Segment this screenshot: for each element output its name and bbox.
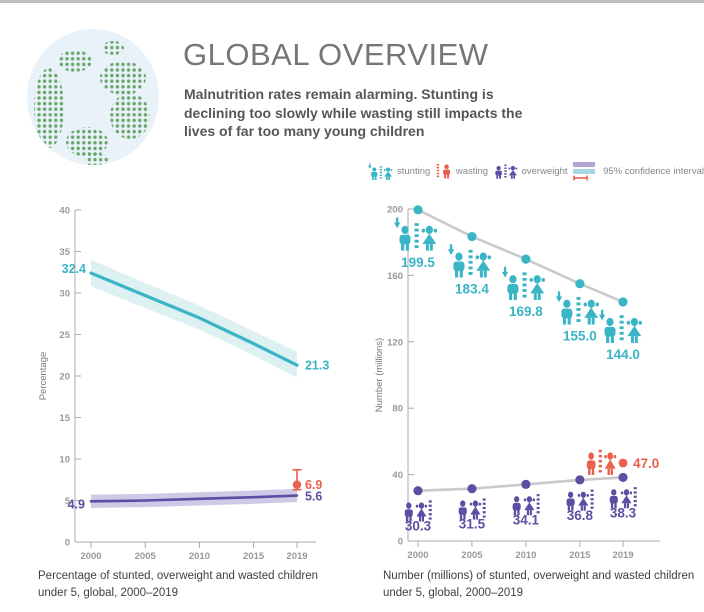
axes: 0 40 80 120 160 200 2000 2005 2010 2015 2019 Number…	[374, 205, 660, 561]
svg-text:30.3: 30.3	[405, 519, 432, 534]
series-overweight: 30.3 31.5 34.1 36.8 38.3	[405, 472, 637, 534]
page-title: GLOBAL OVERVIEW	[183, 37, 489, 72]
series-stunting: 199.5 183.4 169.8 155.0 144.0	[394, 205, 642, 362]
series-overweight: 4.9 5.6	[68, 488, 322, 511]
svg-text:2010: 2010	[189, 551, 210, 562]
svg-text:Number (millions): Number (millions)	[374, 338, 385, 412]
svg-text:183.4: 183.4	[455, 282, 489, 297]
svg-text:2019: 2019	[612, 550, 633, 561]
legend-label-ci: 95% confidence interval	[603, 165, 704, 177]
svg-text:38.3: 38.3	[610, 505, 637, 520]
svg-text:4.9: 4.9	[68, 497, 85, 511]
svg-text:2000: 2000	[80, 551, 101, 562]
legend-item-overweight: overweight	[494, 164, 568, 179]
svg-text:199.5: 199.5	[401, 255, 435, 270]
svg-text:144.0: 144.0	[606, 347, 640, 362]
svg-text:0: 0	[65, 538, 70, 549]
svg-text:36.8: 36.8	[567, 508, 594, 523]
chart-legend: stunting wasting overweight 95% confiden…	[368, 161, 704, 181]
svg-text:2005: 2005	[135, 551, 157, 562]
svg-text:5: 5	[65, 496, 71, 507]
axes: 0 5 10 15 20 25 30 35 40 2000 2005 2010 2015 2019 Perc…	[38, 206, 316, 562]
prevalence-chart: 0 5 10 15 20 25 30 35 40 2000 2005 2010 2015 2019 Perc…	[38, 206, 329, 563]
svg-text:160: 160	[387, 271, 403, 282]
legend-item-wasting: wasting	[436, 163, 488, 179]
svg-text:2019: 2019	[286, 551, 307, 562]
svg-text:6.9: 6.9	[305, 478, 322, 492]
legend-label-wasting: wasting	[455, 165, 489, 177]
numbers-chart: 0 40 80 120 160 200 2000 2005 2010 2015 2019 Number…	[374, 205, 660, 561]
overweight-icon	[494, 164, 518, 179]
svg-text:2000: 2000	[407, 550, 428, 561]
globe-icon	[27, 29, 159, 165]
svg-text:Percentage: Percentage	[38, 352, 49, 401]
legend-item-ci: 95% confidence interval	[573, 161, 704, 181]
svg-text:120: 120	[387, 337, 403, 348]
svg-text:15: 15	[59, 413, 70, 424]
svg-text:2005: 2005	[461, 550, 483, 561]
legend-label-overweight: overweight	[521, 165, 568, 177]
prevalence-chart-caption: Percentage of stunted, overweight and wa…	[38, 570, 319, 599]
svg-text:155.0: 155.0	[563, 329, 597, 344]
stunting-icon	[368, 163, 393, 180]
top-accent-bar	[0, 0, 704, 3]
svg-text:80: 80	[392, 404, 403, 415]
svg-text:200: 200	[387, 205, 403, 216]
svg-text:2010: 2010	[515, 550, 536, 561]
page-subtitle: Malnutrition rates remain alarming. Stun…	[184, 86, 523, 140]
wasting-icon	[436, 163, 452, 179]
svg-text:40: 40	[392, 470, 403, 481]
svg-text:0: 0	[398, 537, 403, 548]
svg-text:34.1: 34.1	[513, 512, 540, 527]
svg-text:40: 40	[59, 206, 70, 217]
svg-text:47.0: 47.0	[633, 456, 659, 471]
point-wasting: 6.9	[292, 468, 322, 492]
svg-text:30: 30	[59, 289, 70, 300]
svg-text:5.6: 5.6	[305, 490, 322, 504]
legend-item-stunting: stunting	[368, 163, 430, 180]
svg-text:31.5: 31.5	[459, 517, 486, 532]
svg-text:35: 35	[59, 247, 70, 258]
svg-text:32.4: 32.4	[62, 262, 86, 276]
series-stunting: 32.4 21.3	[62, 259, 329, 378]
svg-text:20: 20	[59, 372, 70, 383]
svg-text:25: 25	[59, 330, 70, 341]
confidence-interval-swatch	[573, 162, 596, 181]
svg-text:169.8: 169.8	[509, 304, 543, 319]
numbers-chart-caption: Number (millions) of stunted, overweight…	[383, 570, 695, 599]
svg-text:2015: 2015	[243, 551, 265, 562]
point-wasting: 47.0	[587, 450, 659, 475]
svg-text:10: 10	[59, 455, 70, 466]
legend-label-stunting: stunting	[397, 165, 431, 177]
svg-text:21.3: 21.3	[305, 359, 329, 373]
svg-text:2015: 2015	[569, 550, 591, 561]
